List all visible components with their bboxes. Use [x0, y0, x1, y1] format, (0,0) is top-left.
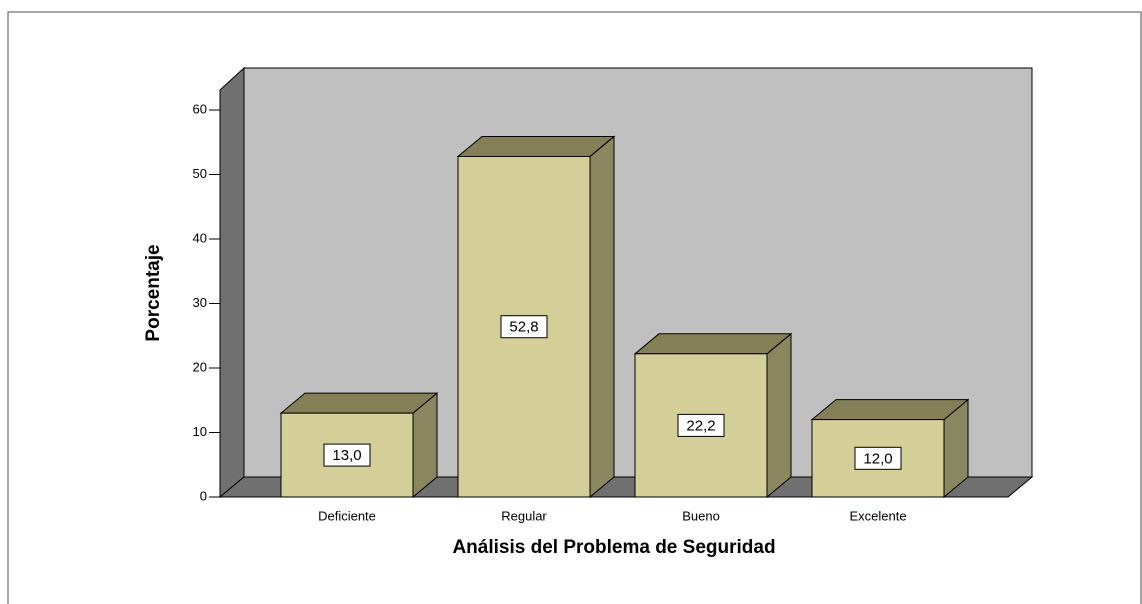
value-label-box — [323, 443, 371, 467]
value-label: 12,0 — [863, 450, 892, 467]
y-axis-title: Porcentaje — [143, 244, 164, 341]
y-tick-label: 50 — [193, 166, 207, 181]
y-tick-label: 30 — [193, 295, 207, 310]
left-wall — [219, 66, 245, 499]
value-label: 22,2 — [686, 417, 715, 434]
value-label-box — [500, 315, 548, 339]
y-tick-label: 10 — [193, 424, 207, 439]
value-label: 52,8 — [509, 319, 538, 336]
value-label: 13,0 — [332, 447, 361, 464]
value-label-box — [854, 446, 902, 470]
x-tick-label: Deficiente — [318, 508, 376, 523]
bar-top — [279, 392, 439, 414]
y-tick-label: 40 — [193, 230, 207, 245]
y-tick-label: 60 — [193, 101, 207, 116]
bar-top — [633, 333, 793, 355]
x-tick-label: Excelente — [849, 508, 906, 523]
y-tick-label: 20 — [193, 359, 207, 374]
bar-top — [810, 399, 970, 421]
bar-side — [589, 135, 615, 499]
bar-side — [766, 332, 792, 499]
y-tick-label: 0 — [200, 488, 207, 503]
x-tick-label: Bueno — [682, 508, 720, 523]
bar-top — [456, 135, 616, 157]
x-tick-label: Regular — [501, 508, 547, 523]
value-label-box — [677, 413, 725, 437]
x-axis-title: Análisis del Problema de Seguridad — [452, 537, 775, 558]
